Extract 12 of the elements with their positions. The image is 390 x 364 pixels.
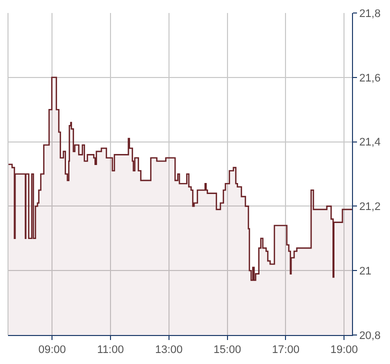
- x-tick-label: 17:00: [272, 344, 300, 356]
- x-tick-label: 15:00: [214, 344, 242, 356]
- x-tick-label: 19:00: [330, 344, 358, 356]
- x-tick-label: 09:00: [38, 344, 66, 356]
- y-tick-label: 20,8: [359, 330, 381, 342]
- y-tick-label: 21,6: [359, 72, 381, 84]
- x-tick-label: 13:00: [155, 344, 183, 356]
- x-tick-label: 11:00: [97, 344, 124, 356]
- y-tick-label: 21,2: [359, 201, 381, 214]
- y-tick-label: 21: [359, 265, 372, 278]
- y-tick-label: 21,4: [359, 136, 381, 149]
- y-tick-label: 21,8: [359, 8, 381, 20]
